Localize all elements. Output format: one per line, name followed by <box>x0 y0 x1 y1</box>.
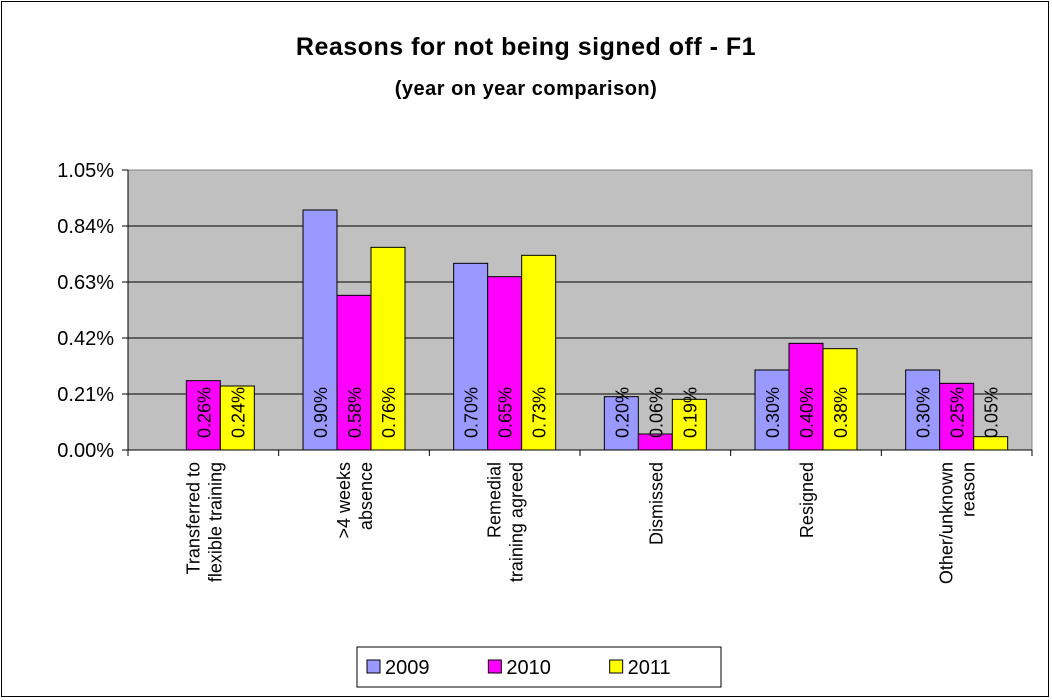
y-tick-label: 0.42% <box>57 328 114 350</box>
data-label: 0.25% <box>948 387 968 438</box>
legend-label: 2011 <box>628 657 671 679</box>
data-label: 0.05% <box>982 387 1002 438</box>
x-tick-label: training agreed <box>507 462 527 582</box>
data-label: 0.30% <box>914 387 934 438</box>
bar-2011 <box>370 246 406 451</box>
data-label: 0.19% <box>680 387 700 438</box>
bar-2011 <box>521 254 557 451</box>
y-tick-label: 0.84% <box>57 216 114 238</box>
legend-label: 2010 <box>506 657 551 679</box>
bar-2010 <box>185 380 221 451</box>
legend <box>356 646 722 688</box>
bar-2011 <box>822 348 858 451</box>
legend-swatch-2010 <box>487 659 502 674</box>
data-label: 0.70% <box>462 387 482 438</box>
legend-swatch-2011 <box>609 659 624 674</box>
data-label: 0.20% <box>612 387 632 438</box>
x-tick-label: Other/unknown <box>937 462 957 584</box>
data-label: 0.24% <box>228 387 248 438</box>
bar-2011 <box>671 398 707 451</box>
bar-2009 <box>754 369 790 451</box>
data-label: 0.06% <box>646 387 666 438</box>
data-label: 0.90% <box>311 387 331 438</box>
x-tick-label: reason <box>959 462 979 517</box>
chart-title: Reasons for not being signed off - F1 <box>295 33 757 61</box>
bar-2009 <box>302 209 338 451</box>
bar-2009 <box>603 396 639 451</box>
x-tick-label: flexible training <box>205 462 225 582</box>
bar-2011 <box>973 436 1009 451</box>
bar-2010 <box>336 294 372 451</box>
bar-2009 <box>905 369 941 451</box>
y-tick-label: 0.21% <box>57 384 114 406</box>
bar-2010 <box>788 342 824 451</box>
y-tick-label: 0.63% <box>57 272 114 294</box>
x-tick-label: Resigned <box>797 462 817 538</box>
x-tick-label: Remedial <box>485 462 505 538</box>
y-tick-label: 0.00% <box>57 440 114 462</box>
y-tick-label: 1.05% <box>57 160 114 182</box>
data-label: 0.58% <box>345 387 365 438</box>
data-label: 0.73% <box>530 387 550 438</box>
x-tick-label: >4 weeks <box>334 462 354 539</box>
plot-area <box>127 169 1033 451</box>
bar-2011 <box>219 385 255 451</box>
data-label: 0.76% <box>379 387 399 438</box>
legend-swatch-2009 <box>366 659 381 674</box>
bar-2010 <box>939 382 975 451</box>
data-label: 0.40% <box>797 387 817 438</box>
data-label: 0.38% <box>831 387 851 438</box>
x-tick-label: Transferred to <box>183 462 203 574</box>
x-tick-label: absence <box>356 462 376 530</box>
bar-2010 <box>487 276 523 451</box>
data-label: 0.30% <box>763 387 783 438</box>
x-tick-label: Dismissed <box>646 462 666 545</box>
bar-2009 <box>453 262 489 451</box>
data-label: 0.65% <box>496 387 516 438</box>
legend-label: 2009 <box>385 657 430 679</box>
chart-subtitle: (year on year comparison) <box>394 78 658 100</box>
data-label: 0.26% <box>194 387 214 438</box>
